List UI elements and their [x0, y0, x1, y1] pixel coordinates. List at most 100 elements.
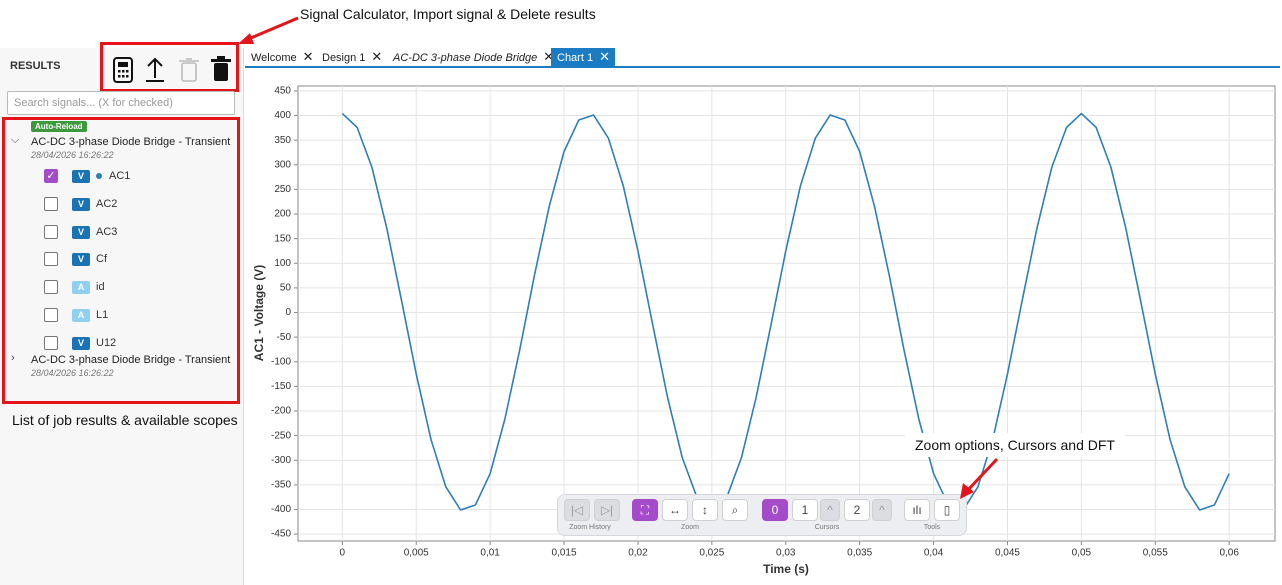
highlight-box	[100, 42, 239, 92]
checkbox[interactable]	[44, 224, 58, 239]
y-tick-label: -200	[271, 406, 291, 417]
checkbox[interactable]: ✓	[44, 169, 58, 183]
signal-type: V	[72, 253, 90, 267]
group-label: Zoom History	[569, 524, 611, 531]
x-tick-label: 0,025	[699, 548, 724, 559]
cursor-button[interactable]: 2	[844, 499, 870, 521]
y-tick-label: 350	[274, 135, 291, 146]
search-box[interactable]	[7, 91, 235, 115]
y-tick-label: -50	[277, 332, 292, 343]
group-label: Tools	[923, 524, 941, 531]
annotation: Zoom options, Cursors and DFT	[905, 433, 1125, 457]
series-line	[341, 112, 1230, 513]
cursor-button[interactable]: 1	[792, 499, 818, 521]
signal-type: V	[72, 170, 90, 183]
x-tick-label: 0,045	[995, 548, 1020, 559]
delete-disabled-icon[interactable]	[179, 58, 199, 82]
y-tick-label: -450	[271, 529, 291, 540]
x-tick-label: 0,02	[628, 548, 648, 559]
expand-arrow[interactable]: ⌵	[11, 134, 20, 146]
signal-name[interactable]: id	[96, 281, 105, 294]
cursor-up-button[interactable]: ^	[820, 499, 840, 521]
checkbox[interactable]	[44, 335, 58, 350]
result-date: 28/04/2026 16:26:22	[31, 150, 114, 160]
tab[interactable]: AC-DC 3-phase Diode Bridge ✕	[387, 48, 554, 66]
signal-name[interactable]: AC1	[109, 170, 131, 182]
x-tick-label: 0,04	[924, 548, 944, 559]
y-tick-label: 200	[274, 209, 291, 220]
x-tick-label: 0	[340, 548, 346, 559]
x-axis-title: Time (s)	[763, 562, 809, 576]
x-tick-label: 0,05	[1072, 548, 1092, 559]
y-tick-label: 150	[274, 233, 291, 244]
signal-type: A	[72, 309, 90, 322]
checkbox[interactable]	[44, 280, 58, 295]
y-axis-title: AC1 - Voltage (V)	[252, 265, 266, 361]
x-tick-label: 0,035	[847, 548, 872, 559]
tab-label: Chart 1	[557, 52, 594, 64]
zoom-y-button[interactable]: ↕	[692, 499, 718, 521]
checkbox[interactable]	[44, 196, 58, 211]
tab-close[interactable]: ✕	[599, 49, 610, 64]
cursor-button[interactable]: 0	[762, 499, 788, 521]
result-name[interactable]: AC-DC 3-phase Diode Bridge - Transient	[31, 136, 231, 148]
delete-icon[interactable]	[211, 56, 231, 81]
signal-name[interactable]: L1	[96, 309, 109, 321]
y-tick-label: 50	[280, 283, 292, 294]
zoom-forward-button[interactable]: ▷|	[594, 499, 620, 521]
checkbox[interactable]	[44, 308, 58, 322]
zoom-box-button[interactable]: ⌕	[722, 499, 748, 521]
x-tick-label: 0,03	[776, 548, 796, 559]
tab[interactable]: Chart 1 ✕	[551, 48, 615, 66]
y-tick-label: 400	[274, 110, 291, 121]
dft-button[interactable]: ılı	[904, 499, 930, 521]
annotation: Signal Calculator, Import signal & Delet…	[300, 6, 596, 22]
zoom-fit-button[interactable]: ⛶	[632, 499, 658, 521]
zoom-back-button[interactable]: |◁	[564, 499, 590, 521]
y-tick-label: 0	[285, 307, 291, 318]
x-tick-label: 0,01	[480, 548, 500, 559]
expand-arrow[interactable]: ›	[11, 351, 15, 364]
sidebar	[0, 48, 244, 585]
x-tick-label: 0,015	[552, 548, 577, 559]
signal-name[interactable]: AC2	[96, 197, 118, 210]
import-icon[interactable]	[146, 57, 164, 82]
y-tick-label: 450	[274, 86, 291, 97]
tab-close[interactable]: ✕	[543, 49, 555, 64]
cursor-up-button[interactable]: ^	[872, 499, 892, 521]
auto-reload-badge: Auto-Reload	[31, 121, 87, 132]
sidebar-title: RESULTS	[10, 60, 61, 72]
y-tick-label: -350	[271, 480, 291, 491]
highlight-box	[2, 117, 240, 404]
search-placeholder: Search signals... (X for checked)	[14, 97, 173, 109]
tab[interactable]: Welcome ✕	[245, 48, 315, 66]
calculator-icon[interactable]	[113, 57, 133, 83]
result-name[interactable]: AC-DC 3-phase Diode Bridge - Transient	[31, 353, 231, 366]
y-tick-label: 250	[274, 184, 291, 195]
signal-type: V	[72, 336, 90, 350]
y-tick-label: -300	[271, 455, 291, 466]
color-dot	[96, 173, 102, 179]
y-tick-label: 100	[274, 258, 291, 269]
signal-type: V	[72, 197, 90, 211]
tab-label: Design 1	[322, 52, 366, 64]
zoom-x-button[interactable]: ↔	[662, 499, 688, 521]
y-tick-label: -250	[271, 430, 291, 441]
report-button[interactable]: ▯	[934, 499, 960, 521]
annotation-arrow	[960, 457, 999, 499]
chart: Time (s) AC1 - Voltage (V) -450 -400 -350 -…	[252, 85, 1276, 576]
tab[interactable]: Design 1 ✕	[316, 48, 386, 66]
checkbox[interactable]	[44, 252, 58, 267]
signal-name[interactable]: U12	[96, 336, 117, 349]
tab-close[interactable]: ✕	[302, 49, 314, 64]
tab-close[interactable]: ✕	[371, 49, 383, 64]
plot-area	[297, 85, 1276, 542]
y-tick-label: -400	[271, 504, 291, 515]
signal-name[interactable]: Cf	[96, 253, 107, 266]
x-tick-label: 0,06	[1219, 548, 1239, 559]
x-tick-label: 0,005	[404, 548, 429, 559]
y-tick-label: -150	[271, 381, 291, 392]
tab-label: Welcome	[251, 52, 297, 64]
y-tick-label: -100	[271, 356, 291, 367]
signal-name[interactable]: AC3	[96, 225, 118, 238]
